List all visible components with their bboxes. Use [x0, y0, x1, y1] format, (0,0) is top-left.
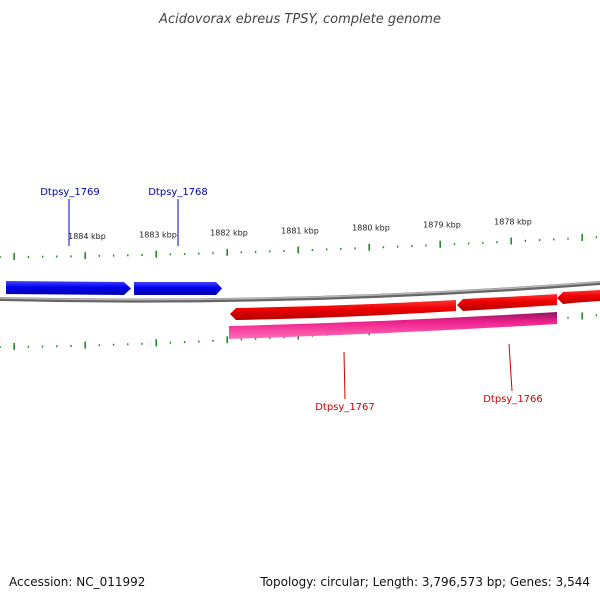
ruler-label: 1881 kbp — [281, 226, 319, 235]
gene-label[interactable]: Dtpsy_1769 — [40, 187, 100, 198]
gene-arrow[interactable] — [134, 282, 222, 295]
gene-arrow[interactable] — [557, 290, 600, 304]
gene-Dtpsy_1767[interactable]: Dtpsy_1767 — [230, 300, 456, 413]
gene-arrow[interactable] — [457, 294, 557, 311]
gene-Dtpsy_1769[interactable]: Dtpsy_1769 — [6, 187, 131, 295]
gene-label-leader — [508, 343, 513, 392]
accession-label: Accession: NC_011992 — [9, 575, 145, 589]
gene-label-leader — [343, 351, 346, 400]
ruler-label: 1879 kbp — [423, 221, 461, 230]
gene-offscreen-right[interactable] — [557, 290, 600, 304]
ruler-label: 1883 kbp — [139, 231, 177, 240]
gene-label[interactable]: Dtpsy_1767 — [315, 402, 375, 413]
gene-arrow[interactable] — [230, 300, 456, 320]
gene-Dtpsy_1768[interactable]: Dtpsy_1768 — [134, 187, 222, 295]
ruler-label: 1878 kbp — [494, 217, 532, 226]
ruler-label: 1884 kbp — [68, 232, 106, 241]
genome-backbone — [0, 281, 600, 303]
ruler-label: 1882 kbp — [210, 229, 248, 238]
gene-Dtpsy_1766[interactable]: Dtpsy_1766 — [457, 294, 557, 405]
map-title: Acidovorax ebreus TPSY, complete genome — [158, 12, 441, 27]
rna-feature-track[interactable] — [229, 312, 557, 339]
ruler-labels: 1884 kbp 1883 kbp 1882 kbp 1881 kbp 1880 kbp… — [68, 217, 532, 241]
genome-summary: Topology: circular; Length: 3,796,573 bp… — [259, 575, 590, 589]
ruler-label: 1880 kbp — [352, 224, 390, 233]
gene-label[interactable]: Dtpsy_1768 — [148, 187, 208, 198]
top-tick-track — [0, 233, 598, 260]
gene-arrow[interactable] — [6, 281, 131, 295]
genome-backbone-highlight — [0, 281, 600, 301]
gene-label[interactable]: Dtpsy_1766 — [483, 394, 543, 405]
